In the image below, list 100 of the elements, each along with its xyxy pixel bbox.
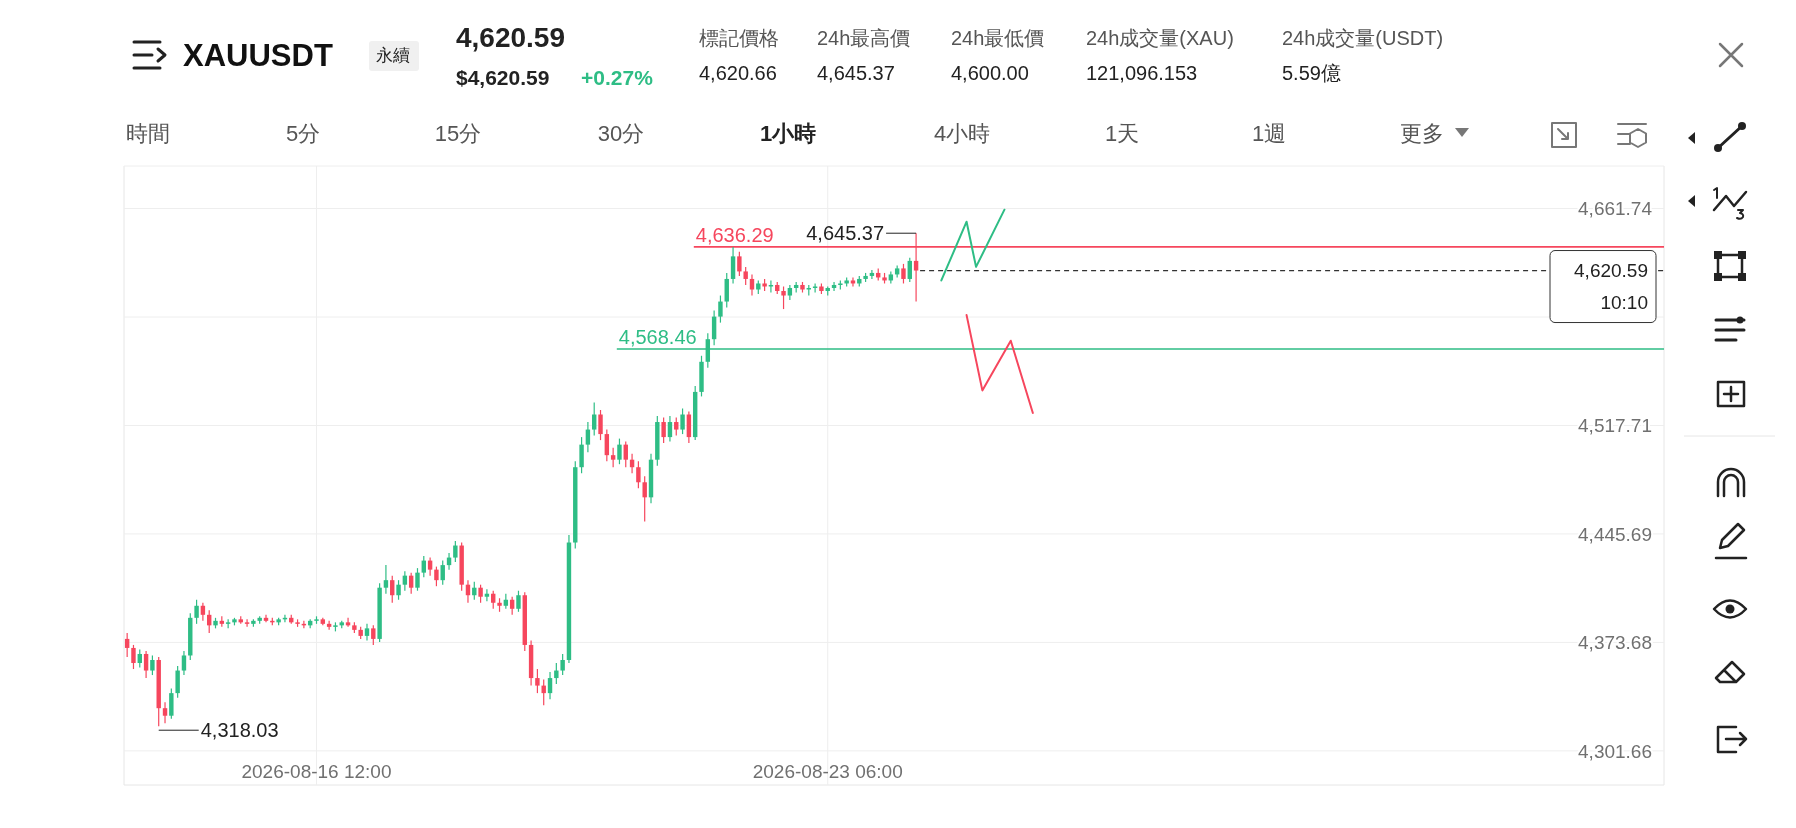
candlestick [907, 257, 912, 283]
text: $4,620.59 [456, 66, 550, 89]
candlestick [718, 294, 723, 324]
candlestick [623, 441, 628, 468]
text: 1天 [1104, 121, 1140, 146]
line-series [965, 314, 1034, 414]
candlestick [869, 269, 875, 280]
candlestick [585, 421, 591, 453]
candlestick [390, 575, 395, 604]
candlestick [610, 447, 616, 468]
candlestick [396, 579, 401, 601]
candlestick [743, 266, 748, 286]
candlestick [850, 276, 856, 288]
candlestick [131, 644, 136, 670]
candlestick [781, 285, 786, 310]
candlestick [225, 618, 231, 629]
candlestick [516, 590, 521, 613]
text: 30分 [597, 121, 645, 146]
candlestick [200, 602, 206, 622]
x-tick-label: 2026-08-16 12:00 [241, 761, 392, 782]
candlestick [408, 572, 414, 595]
candlestick [124, 632, 130, 658]
annotation: 4,318.03 [200, 719, 279, 742]
text: 4,620.59 [456, 22, 565, 53]
candlestick [415, 567, 420, 592]
candlestick [636, 460, 641, 489]
y-tick-label: 4,517.71 [1578, 415, 1652, 437]
text: 4,600.00 [951, 62, 1029, 84]
candlestick [345, 617, 351, 628]
candlestick [244, 618, 250, 628]
line-series [940, 208, 1006, 282]
candlestick [554, 662, 559, 685]
text: 24h成交量(USDT) [1282, 27, 1444, 49]
candlestick [724, 272, 729, 309]
text: 24h最高價 [817, 27, 911, 49]
candlestick [162, 701, 168, 724]
candlestick [440, 559, 445, 586]
candlestick [604, 428, 610, 462]
candlestick [642, 475, 647, 523]
candlestick [371, 624, 376, 646]
candlestick [730, 246, 736, 285]
text: 更多 [1400, 121, 1444, 146]
ref-line-label: 4,636.29 [695, 223, 774, 246]
y-tick-label: 4,373.68 [1578, 632, 1652, 654]
candlestick [402, 570, 408, 592]
candlestick [598, 409, 603, 441]
candlestick [478, 584, 483, 604]
candlestick [667, 415, 673, 443]
candlestick [491, 590, 496, 610]
candlestick [617, 438, 622, 465]
candlestick [421, 555, 426, 578]
candlestick [547, 671, 553, 700]
candlestick [150, 654, 155, 676]
y-tick-label: 4,301.66 [1578, 740, 1652, 762]
text: 5.59億 [1282, 62, 1341, 84]
text: 1小時 [759, 121, 817, 146]
candlestick [737, 251, 742, 277]
text: 24h成交量(XAU) [1086, 27, 1234, 49]
annotation: 4,645.37 [806, 222, 885, 245]
candlestick [169, 688, 174, 720]
ref-line-label: 4,568.46 [618, 326, 697, 349]
text: 121,096.153 [1086, 62, 1198, 84]
text: 4小時 [933, 121, 991, 146]
text: +0.27% [581, 66, 654, 89]
candlestick [137, 648, 142, 669]
y-tick-label: 4,661.74 [1578, 198, 1653, 220]
candlestick [592, 401, 597, 437]
chart-title: XAUUSDT [183, 38, 333, 73]
candlestick [484, 588, 490, 602]
candlestick [831, 281, 837, 292]
candlestick [812, 282, 818, 294]
candlestick [383, 564, 389, 595]
candlestick [194, 599, 199, 625]
candlestick [326, 620, 332, 631]
candlestick [674, 416, 679, 437]
text: 1週 [1251, 121, 1287, 146]
candlestick [427, 556, 433, 577]
candlestick [535, 668, 540, 694]
candlestick [560, 653, 565, 676]
candlestick [175, 665, 180, 699]
candlestick [181, 650, 187, 676]
text: 標記價格 [699, 27, 779, 49]
text: 時間 [126, 121, 170, 146]
text: 4,645.37 [817, 62, 895, 84]
candlestick [453, 540, 458, 563]
candlestick [901, 263, 906, 285]
candlestick [509, 596, 515, 616]
candlestick [680, 407, 685, 435]
text: 15分 [434, 121, 482, 146]
candlestick [661, 416, 666, 444]
ref-line-label: 4,620.59 [1574, 260, 1648, 282]
candlestick [579, 436, 584, 474]
candlestick [143, 650, 149, 679]
text: 4,620.66 [699, 62, 777, 84]
y-tick-label: 4,445.69 [1578, 523, 1652, 545]
text: 24h最低價 [951, 27, 1045, 49]
text: 永續 [376, 46, 410, 65]
candlestick [434, 566, 439, 587]
text: 5分 [285, 121, 321, 146]
x-tick-label: 2026-08-23 06:00 [752, 761, 903, 782]
